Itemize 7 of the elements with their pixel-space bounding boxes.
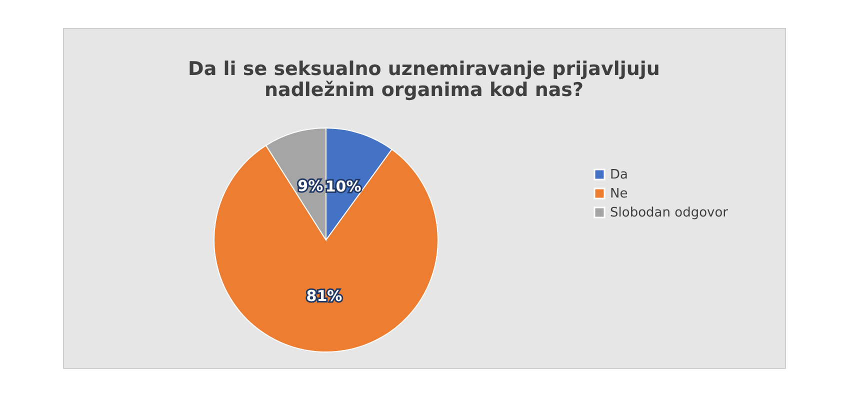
legend-label: Da	[610, 168, 628, 182]
legend-label: Slobodan odgovor	[610, 206, 729, 220]
data-label: 81%	[306, 286, 342, 305]
legend-label: Ne	[610, 186, 628, 202]
data-label: 9%	[298, 177, 324, 196]
chart-title: Da li se seksualno uznemiravanje prijavljuju nadležnim organima kod nas?	[188, 58, 660, 101]
data-label: 10%	[325, 178, 362, 196]
